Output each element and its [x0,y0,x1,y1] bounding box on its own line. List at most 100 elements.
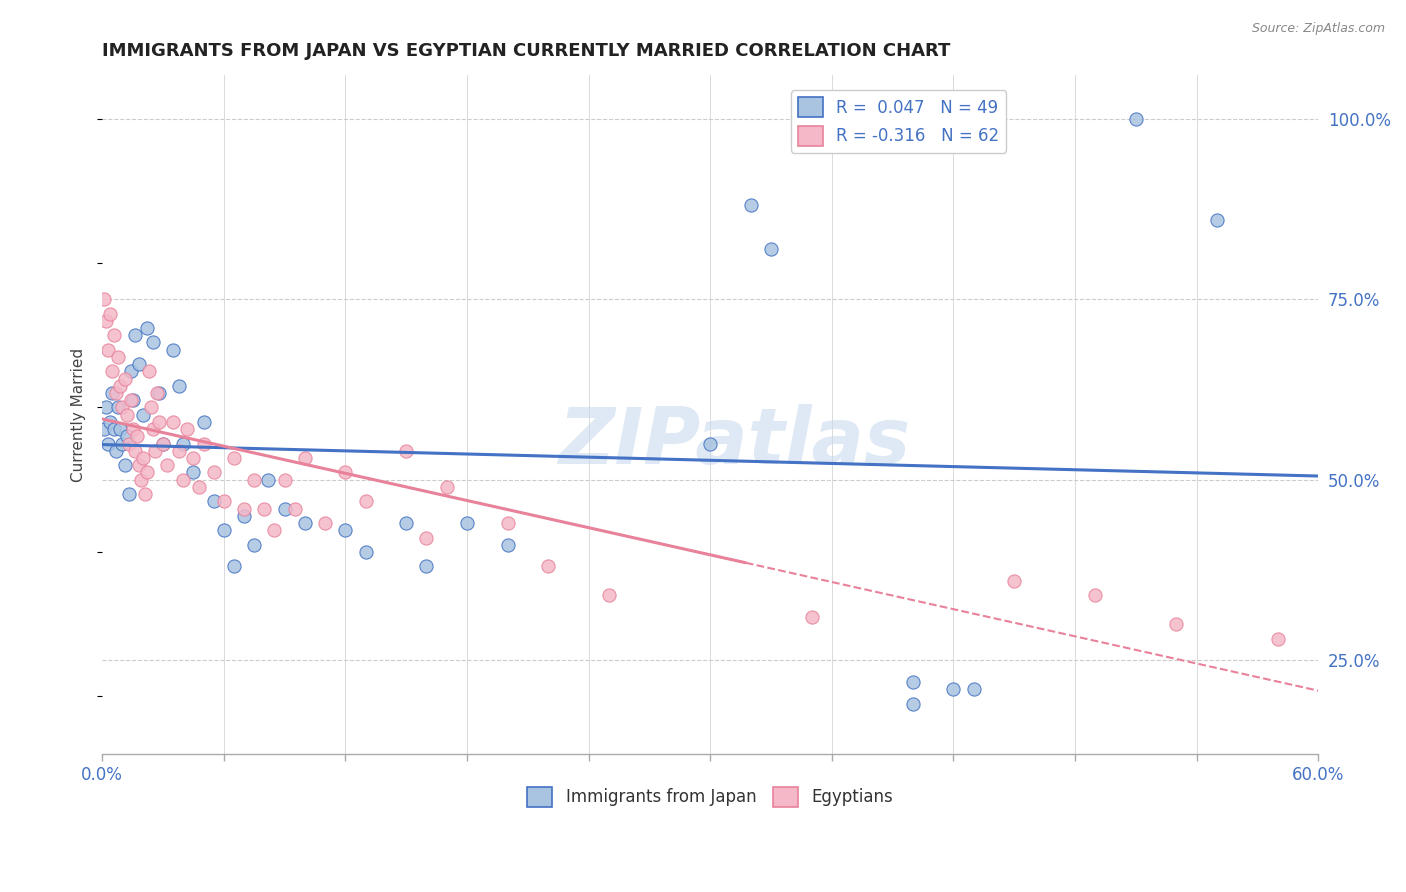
Point [1206,212,1229,227]
Point [800,610,823,624]
Point [395,516,418,530]
Point [162,343,184,357]
Point [456,516,478,530]
Point [183,451,205,466]
Point [233,508,256,523]
Point [167,379,190,393]
Point [93,292,115,306]
Point [114,458,136,473]
Point [120,364,142,378]
Point [1002,574,1025,588]
Point [148,386,170,401]
Point [142,335,165,350]
Point [257,473,280,487]
Text: Source: ZipAtlas.com: Source: ZipAtlas.com [1251,22,1385,36]
Point [740,198,762,212]
Point [496,538,519,552]
Point [97,343,120,357]
Point [354,545,377,559]
Point [101,364,124,378]
Point [901,675,924,690]
Point [132,408,155,422]
Point [117,487,139,501]
Point [1125,112,1147,126]
Point [222,559,245,574]
Point [202,466,225,480]
Point [436,480,458,494]
Point [121,393,143,408]
Point [233,501,256,516]
Point [273,501,295,516]
Point [96,401,118,415]
Point [537,559,560,574]
Point [93,422,115,436]
Point [128,458,150,473]
Point [759,242,782,256]
Point [152,436,174,450]
Point [111,401,134,415]
Point [124,443,146,458]
Point [942,682,965,697]
Point [107,350,129,364]
Point [156,458,179,473]
Point [243,473,266,487]
Point [335,523,357,537]
Point [176,422,198,436]
Point [496,516,519,530]
Point [146,386,169,401]
Point [105,443,128,458]
Point [294,451,316,466]
Point [135,321,157,335]
Point [335,466,357,480]
Point [103,328,125,343]
Point [273,473,295,487]
Y-axis label: Currently Married: Currently Married [72,348,86,482]
Point [1084,588,1107,602]
Point [110,379,132,393]
Point [188,480,211,494]
Point [114,371,136,385]
Point [125,429,148,443]
Point [294,516,316,530]
Point [222,451,245,466]
Point [143,443,166,458]
Point [110,422,132,436]
Point [314,516,336,530]
Point [138,364,160,378]
Point [98,307,121,321]
Point [105,386,128,401]
Text: IMMIGRANTS FROM JAPAN VS EGYPTIAN CURRENTLY MARRIED CORRELATION CHART: IMMIGRANTS FROM JAPAN VS EGYPTIAN CURREN… [103,42,950,60]
Point [132,451,155,466]
Point [134,487,156,501]
Point [96,314,118,328]
Point [963,682,986,697]
Point [124,328,146,343]
Point [98,415,121,429]
Point [253,501,276,516]
Point [212,494,235,508]
Point [183,466,205,480]
Point [120,393,142,408]
Point [111,436,134,450]
Point [139,401,162,415]
Point [115,429,138,443]
Point [152,436,174,450]
Point [135,466,157,480]
Point [395,443,418,458]
Point [142,422,165,436]
Point [103,422,125,436]
Point [172,473,194,487]
Point [172,436,194,450]
Point [202,494,225,508]
Point [117,436,139,450]
Legend: Immigrants from Japan, Egyptians: Immigrants from Japan, Egyptians [520,780,900,814]
Point [121,422,143,436]
Point [1267,632,1289,646]
Point [598,588,620,602]
Point [128,357,150,371]
Point [193,415,215,429]
Point [115,408,138,422]
Point [1166,617,1188,632]
Point [284,501,307,516]
Point [699,436,721,450]
